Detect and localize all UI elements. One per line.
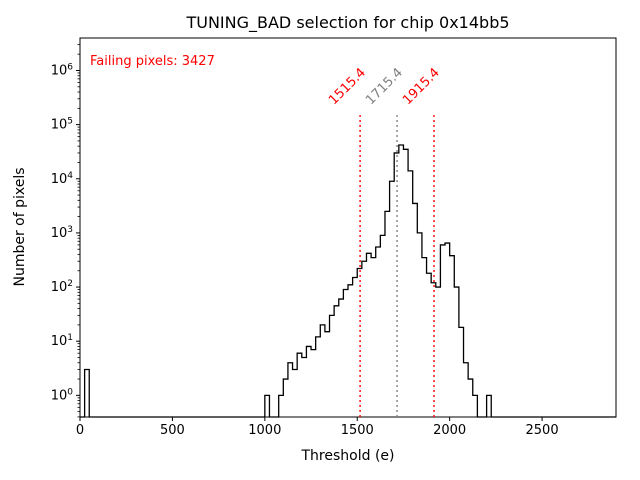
svg-text:1000: 1000 bbox=[248, 423, 281, 438]
svg-text:2500: 2500 bbox=[526, 423, 559, 438]
x-axis-label: Threshold (e) bbox=[301, 448, 395, 464]
svg-text:500: 500 bbox=[160, 423, 185, 438]
svg-text:104: 104 bbox=[51, 171, 74, 187]
svg-text:0: 0 bbox=[76, 423, 84, 438]
svg-text:105: 105 bbox=[51, 117, 73, 133]
svg-text:1715.4: 1715.4 bbox=[363, 65, 406, 108]
svg-text:102: 102 bbox=[51, 279, 73, 295]
svg-text:106: 106 bbox=[51, 62, 74, 78]
failing-pixels-annotation: Failing pixels: 3427 bbox=[90, 54, 215, 69]
svg-text:1515.4: 1515.4 bbox=[326, 65, 369, 108]
y-axis-label: Number of pixels bbox=[12, 167, 28, 287]
chart-title: TUNING_BAD selection for chip 0x14bb5 bbox=[186, 13, 510, 32]
svg-text:1500: 1500 bbox=[341, 423, 374, 438]
svg-text:101: 101 bbox=[51, 333, 73, 349]
svg-text:2000: 2000 bbox=[433, 423, 466, 438]
svg-text:1915.4: 1915.4 bbox=[400, 65, 443, 108]
svg-text:103: 103 bbox=[51, 225, 73, 241]
svg-text:100: 100 bbox=[51, 387, 74, 403]
